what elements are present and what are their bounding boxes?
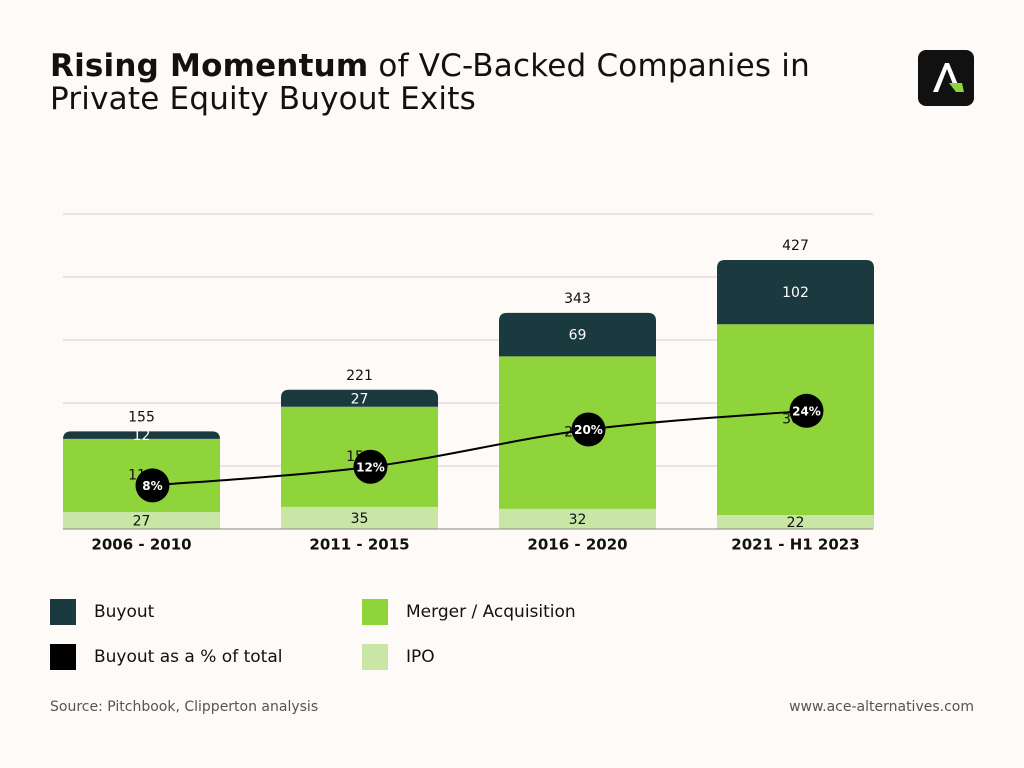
source-note: Source: Pitchbook, Clipperton analysis: [50, 699, 319, 715]
buyout-pct-marker-1: [353, 449, 388, 484]
bar-ipo-1: [281, 506, 438, 529]
legend-item-ipo: IPO: [362, 644, 435, 670]
legend-label-ipo: IPO: [406, 647, 435, 667]
x-tick-label-1: 2011 - 2015: [309, 536, 409, 554]
x-tick-label-0: 2006 - 2010: [91, 536, 191, 554]
legend-label-merger: Merger / Acquisition: [406, 602, 576, 622]
buyout-pct-marker-0: [135, 468, 170, 503]
label-buyout-1: 27: [351, 391, 369, 407]
legend-swatch-buyout: [50, 599, 76, 625]
buyout-pct-label-0: 8%: [142, 479, 162, 493]
buyout-pct-marker-3: [789, 393, 824, 428]
bar-buyout-3: [717, 259, 874, 325]
ace-logo-icon: [918, 50, 974, 106]
buyout-pct-line: [152, 409, 807, 487]
buyout-pct-marker-2: [571, 412, 606, 447]
buyout-pct-label-2: 20%: [574, 423, 603, 437]
x-tick-label-3: 2021 - H1 2023: [731, 536, 859, 554]
chart-title-bold: Rising Momentum: [50, 48, 369, 84]
label-total-3: 427: [782, 238, 809, 254]
chart-title-rest: of VC-Backed Companies in Private Equity…: [50, 48, 810, 117]
label-total-2: 343: [564, 291, 591, 307]
buyout-pct-label-3: 24%: [792, 404, 821, 418]
legend-label-buyout-pct: Buyout as a % of total: [94, 647, 283, 667]
legend-item-merger: Merger / Acquisition: [362, 599, 576, 625]
ace-logo-glyph: [933, 63, 964, 92]
label-ipo-0: 27: [133, 513, 151, 529]
legend-label-buyout: Buyout: [94, 602, 155, 622]
bar-ipo-3: [717, 515, 874, 529]
label-buyout-0: 12: [133, 428, 151, 444]
label-ipo-3: 22: [787, 515, 805, 531]
x-tick-label-2: 2016 - 2020: [527, 536, 627, 554]
legend-item-buyout-pct: Buyout as a % of total: [50, 644, 282, 670]
label-total-0: 155: [128, 409, 155, 425]
legend-swatch-merger: [362, 599, 388, 625]
bar-buyout-1: [281, 389, 438, 407]
bar-ipo-2: [499, 508, 656, 529]
label-total-1: 221: [346, 368, 373, 384]
legend-swatch-buyout-pct: [50, 644, 76, 670]
buyout-pct-label-1: 12%: [356, 460, 385, 474]
legend-swatch-ipo: [362, 644, 388, 670]
website-link[interactable]: www.ace-alternatives.com: [789, 699, 974, 715]
bar-buyout-0: [63, 431, 220, 440]
legend-item-buyout: Buyout: [50, 599, 154, 625]
label-ipo-1: 35: [351, 511, 369, 527]
bar-buyout-2: [499, 312, 656, 357]
label-buyout-2: 69: [569, 328, 587, 344]
chart-title: Rising Momentum of VC-Backed Companies i…: [50, 50, 810, 116]
label-buyout-3: 102: [782, 285, 809, 301]
label-ipo-2: 32: [569, 512, 587, 528]
stacked-bar-chart: 27116121552006 - 201035159272212011 - 20…: [63, 213, 874, 554]
bar-ipo-0: [63, 511, 220, 529]
